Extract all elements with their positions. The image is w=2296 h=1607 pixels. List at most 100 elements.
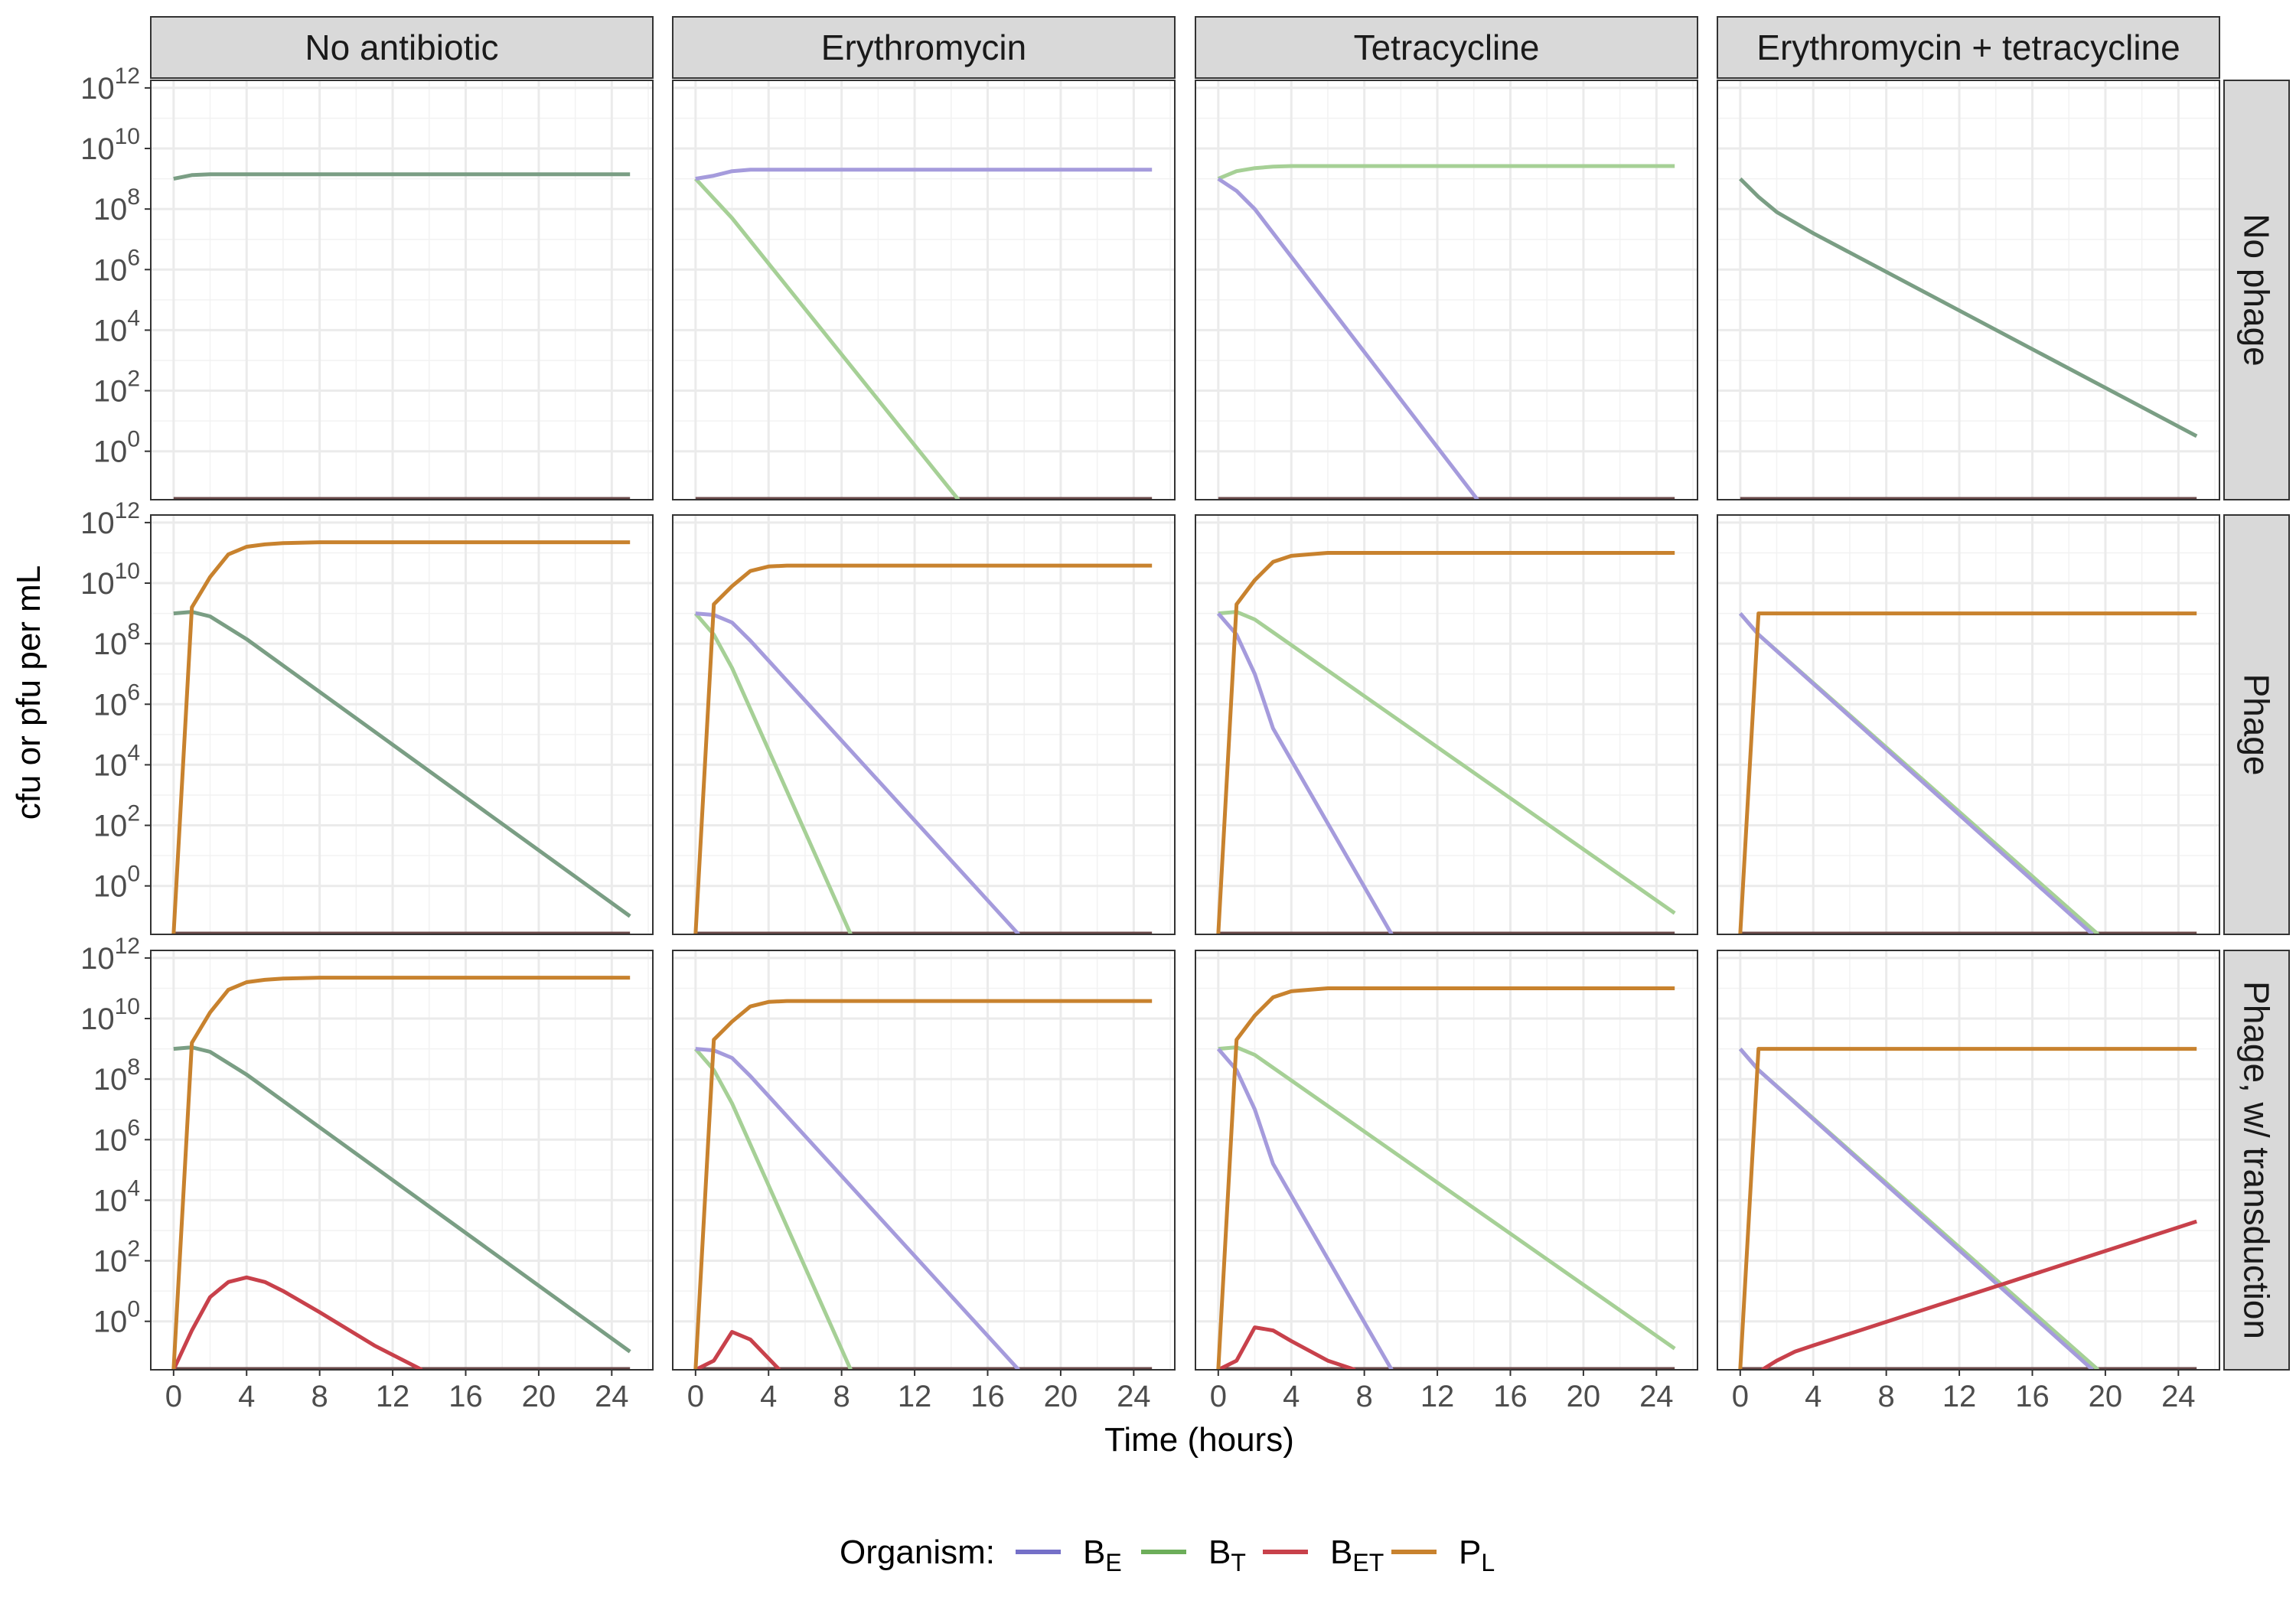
strip-background <box>150 16 654 79</box>
series-line-overlap <box>173 172 631 181</box>
panel-background <box>1195 80 1698 500</box>
x-tick-label: 20 <box>1044 1380 1078 1413</box>
panel-background <box>1195 950 1698 1370</box>
panel-1-2 <box>1195 514 1698 935</box>
x-tick-label: 8 <box>1356 1380 1373 1413</box>
x-tick-label: 24 <box>1117 1380 1151 1413</box>
x-tick-label: 12 <box>898 1380 932 1413</box>
panel-0-2 <box>1195 80 1698 500</box>
series-line-BE <box>695 1047 1020 1370</box>
x-tick-label: 12 <box>1420 1380 1455 1413</box>
panel-2-1 <box>672 950 1176 1371</box>
panel-2-0 <box>150 950 654 1371</box>
strip-background <box>672 16 1176 79</box>
x-tick-label: 8 <box>311 1380 328 1413</box>
column-strip-label: Erythromycin + tetracycline <box>1756 28 2180 67</box>
series-group <box>173 172 631 500</box>
series-line-overlap <box>173 1045 631 1354</box>
panel-border <box>150 80 654 500</box>
series-line-overlap <box>1739 177 2198 438</box>
series-line-PL <box>171 540 631 934</box>
series-group <box>171 976 631 1370</box>
panel-1-3 <box>1717 514 2220 935</box>
series-line-PL <box>1216 986 1675 1370</box>
column-strip-label: No antibiotic <box>305 28 498 67</box>
x-axis: 0 4 8 12 16 20 24 <box>1732 1370 2196 1413</box>
panel-0-3 <box>1717 80 2220 500</box>
series-line-BT <box>693 177 960 500</box>
legend-label: BE <box>1083 1534 1122 1576</box>
column-strip: Tetracycline <box>1195 16 1698 79</box>
series-group <box>693 563 1153 934</box>
series-line-BET <box>694 1330 781 1370</box>
x-tick-label: 0 <box>1732 1380 1749 1413</box>
series-line-PL <box>693 999 1153 1370</box>
legend-item-BE: BE <box>1016 1534 1122 1576</box>
panel-border <box>1717 950 2220 1371</box>
panel-background <box>1717 950 2219 1370</box>
panel-border <box>672 514 1176 935</box>
legend-title: Organism: <box>840 1534 995 1571</box>
x-tick-label: 0 <box>1210 1380 1227 1413</box>
x-axis: 0 4 8 12 16 20 24 <box>1210 1370 1674 1413</box>
series-line-PL <box>1738 611 2197 934</box>
x-tick-label: 16 <box>970 1380 1005 1413</box>
x-tick-label: 4 <box>1283 1380 1300 1413</box>
series-line-BT <box>1218 1045 1676 1351</box>
series-line-BE <box>695 168 1153 181</box>
panel-1-0 <box>150 514 654 935</box>
panel-2-3 <box>1717 950 2220 1371</box>
panel-background <box>151 515 653 934</box>
x-tick-label: 24 <box>1639 1380 1674 1413</box>
x-tick-label: 16 <box>1493 1380 1528 1413</box>
series-line-BT <box>1218 610 1676 915</box>
panels <box>150 80 2220 1371</box>
panel-0-1 <box>672 80 1176 500</box>
x-tick-label: 4 <box>760 1380 777 1413</box>
series-line-PL <box>1216 551 1675 934</box>
x-tick-label: 16 <box>2015 1380 2050 1413</box>
series-line-PL <box>1738 1047 2197 1370</box>
series-line-BE <box>1216 1047 1394 1370</box>
series-group <box>693 999 1153 1370</box>
panel-border <box>1195 514 1698 935</box>
strip-background <box>1717 16 2220 79</box>
panel-background <box>673 515 1175 934</box>
panel-background <box>1717 80 2219 500</box>
row-strip: Phage <box>2223 514 2290 935</box>
x-axis: 0 4 8 12 16 20 24 <box>165 1370 629 1413</box>
x-tick-label: 8 <box>1878 1380 1895 1413</box>
panel-border <box>1717 514 2220 935</box>
series-line-BT <box>693 611 853 934</box>
x-axis-title: Time (hours) <box>1104 1421 1294 1459</box>
row-strip-label: No phage <box>2237 214 2277 367</box>
panel-background <box>1717 515 2219 934</box>
x-axis: 0 4 8 12 16 20 24 <box>687 1370 1151 1413</box>
x-tick-label: 0 <box>687 1380 704 1413</box>
row-strip: Phage, w/ transduction <box>2223 950 2290 1371</box>
x-tick-label: 12 <box>376 1380 410 1413</box>
panel-border <box>1717 80 2220 500</box>
series-line-BET <box>1761 1219 2197 1370</box>
panel-border <box>1195 80 1698 500</box>
row-strip-label: Phage <box>2237 673 2277 775</box>
x-tick-label: 20 <box>2089 1380 2123 1413</box>
panel-background <box>673 80 1175 500</box>
x-tick-label: 24 <box>595 1380 629 1413</box>
column-strip: Erythromycin + tetracycline <box>1717 16 2220 79</box>
panel-background <box>151 80 653 500</box>
x-tick-label: 0 <box>165 1380 182 1413</box>
strip-background <box>2223 514 2290 935</box>
series-line-BE <box>695 611 1020 934</box>
panel-border <box>672 950 1176 1371</box>
series-line-BT <box>1217 164 1675 181</box>
column-strip: No antibiotic <box>150 16 654 79</box>
series-line-BE <box>1217 177 1479 500</box>
row-strip-label: Phage, w/ transduction <box>2237 981 2277 1339</box>
series-line-BE <box>1216 611 1394 934</box>
x-tick-label: 16 <box>448 1380 483 1413</box>
column-strip-label: Erythromycin <box>821 28 1026 67</box>
panel-border <box>672 80 1176 500</box>
series-group <box>1216 986 1676 1370</box>
